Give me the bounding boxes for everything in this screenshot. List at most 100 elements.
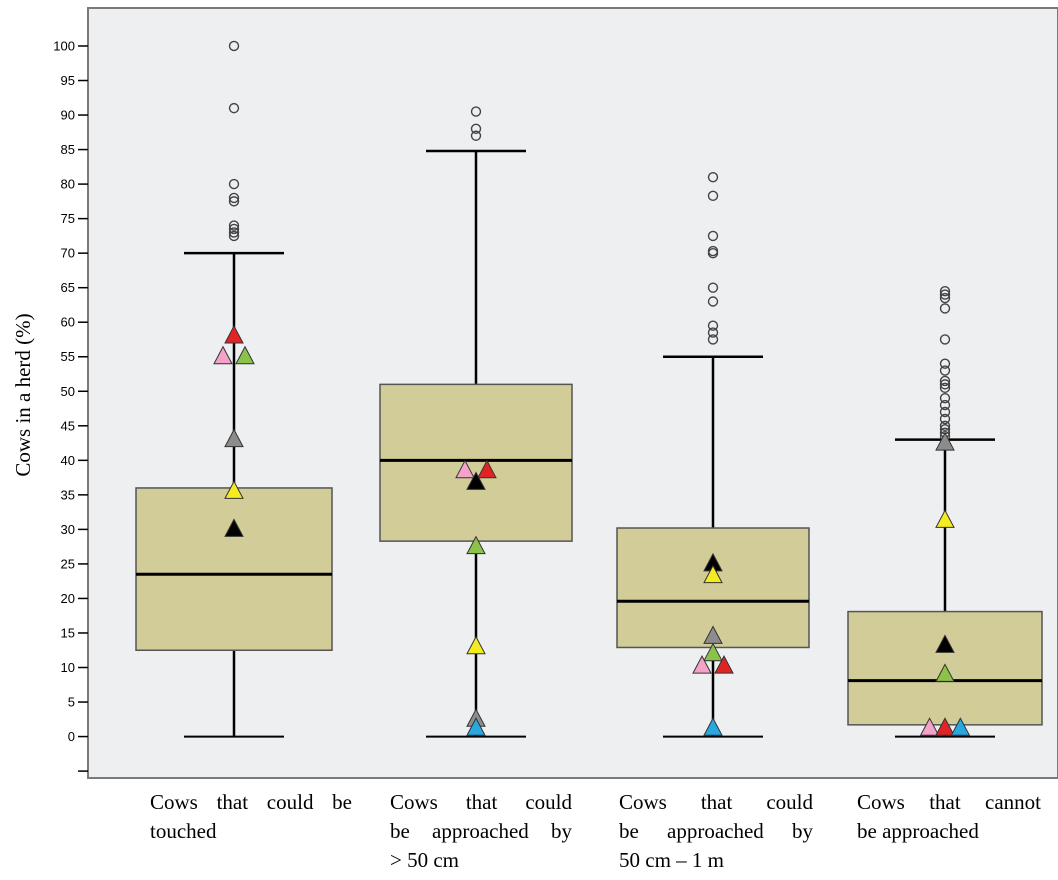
outlier-point — [228, 220, 240, 231]
outlier-point — [228, 227, 240, 238]
y-tick-label: 100 — [53, 38, 75, 53]
triangle-marker — [466, 717, 486, 736]
outlier-point — [470, 123, 482, 135]
x-category-label-line: Cows that could — [390, 790, 572, 814]
outlier-point — [707, 190, 719, 202]
y-tick-label: 45 — [61, 418, 75, 433]
y-tick-label: 10 — [61, 660, 75, 675]
outlier-point — [228, 178, 240, 190]
outlier-point — [939, 365, 951, 376]
y-tick-label: 75 — [61, 211, 75, 226]
outlier-point — [939, 382, 951, 394]
outlier-point — [939, 334, 951, 345]
outlier-point — [939, 375, 951, 387]
outlier-point — [707, 296, 719, 307]
triangle-marker — [703, 564, 723, 584]
outlier-point — [707, 327, 719, 338]
x-category-label-line: > 50 cm — [390, 848, 459, 872]
outlier-point — [939, 292, 951, 304]
outlier-point — [707, 245, 719, 257]
triangle-marker — [466, 471, 486, 490]
triangle-marker — [455, 459, 475, 479]
outlier-point — [939, 392, 951, 404]
outlier-point — [939, 379, 951, 390]
outlier-point — [707, 320, 719, 331]
outlier-point — [228, 223, 240, 235]
x-category-label-line: be approached by — [390, 819, 572, 843]
y-tick-label: 60 — [61, 315, 75, 330]
y-tick-label: 35 — [61, 487, 75, 502]
y-tick-label: 40 — [61, 453, 75, 468]
triangle-marker — [692, 655, 712, 674]
outlier-point — [939, 413, 951, 425]
y-tick-label: 95 — [61, 73, 75, 88]
y-axis-ticks: 0 5 10 15 20 25 30 35 40 45 50 55 60 65 70 75 80 85 90 95 10… — [53, 38, 88, 772]
outlier-point — [707, 334, 719, 345]
y-tick-label: 15 — [61, 625, 75, 640]
x-category-label-line: Cows that could be — [150, 790, 352, 814]
x-category-label-line: touched — [150, 819, 217, 843]
outlier-point — [939, 285, 951, 297]
outlier-point — [939, 289, 951, 300]
outlier-point — [470, 130, 482, 141]
triangle-marker — [714, 655, 734, 674]
x-category-label: Cows that cannot be approached — [857, 788, 1041, 846]
triangle-marker — [935, 663, 955, 682]
outlier-point — [707, 230, 719, 242]
y-axis-label: Cows in a herd (%) — [11, 313, 35, 476]
outlier-point — [707, 282, 719, 293]
x-category-label-line: Cows that cannot — [857, 790, 1041, 814]
triangle-marker — [950, 717, 971, 736]
x-category-label-line: be approached by — [619, 819, 813, 843]
triangle-marker — [224, 480, 244, 499]
triangle-marker — [935, 717, 955, 736]
y-tick-label: 50 — [61, 384, 75, 399]
triangle-marker — [935, 431, 955, 451]
y-tick-label: 55 — [61, 349, 75, 364]
triangle-marker — [466, 635, 486, 655]
y-tick-label: 30 — [61, 522, 75, 537]
triangle-marker — [935, 509, 955, 528]
outlier-point — [228, 196, 240, 207]
x-category-label-line: Cows that could — [619, 790, 813, 814]
x-category-label: Cows that could be approached by 50 cm – 1… — [619, 788, 813, 875]
y-tick-label: 5 — [68, 695, 75, 710]
outlier-point — [228, 40, 240, 52]
y-tick-label: 25 — [61, 556, 75, 571]
y-tick-label: 70 — [61, 246, 75, 261]
outlier-point — [228, 230, 240, 242]
outlier-point — [470, 106, 482, 117]
triangle-marker — [919, 717, 940, 736]
x-category-label: Cows that could be touched — [150, 788, 352, 846]
triangle-marker — [224, 324, 244, 344]
outlier-point — [939, 406, 951, 418]
x-category-label: Cows that could be approached by > 50 cm — [390, 788, 572, 875]
triangle-marker — [703, 717, 723, 736]
y-tick-label: 85 — [61, 142, 75, 157]
y-tick-label: 0 — [68, 729, 75, 744]
outlier-point — [939, 399, 951, 411]
triangle-marker — [213, 345, 233, 365]
outlier-point — [939, 358, 951, 369]
x-category-label-line: 50 cm – 1 m — [619, 848, 724, 872]
iqr-box — [135, 487, 333, 651]
triangle-marker — [935, 634, 955, 653]
outlier-point — [707, 171, 719, 183]
triangle-marker — [477, 459, 497, 479]
x-category-label-line: be approached — [857, 819, 979, 843]
y-tick-label: 80 — [61, 177, 75, 192]
triangle-marker — [235, 345, 255, 365]
iqr-box — [379, 383, 573, 542]
outlier-point — [939, 303, 951, 314]
y-tick-label: 65 — [61, 280, 75, 295]
y-tick-label: 20 — [61, 591, 75, 606]
triangle-marker — [466, 535, 486, 555]
triangle-marker — [224, 518, 244, 537]
outlier-point — [939, 420, 951, 432]
outlier-point — [228, 102, 240, 114]
triangle-marker — [224, 428, 244, 448]
outlier-point — [228, 192, 240, 204]
triangle-marker — [703, 642, 723, 662]
y-tick-label: 90 — [61, 108, 75, 123]
